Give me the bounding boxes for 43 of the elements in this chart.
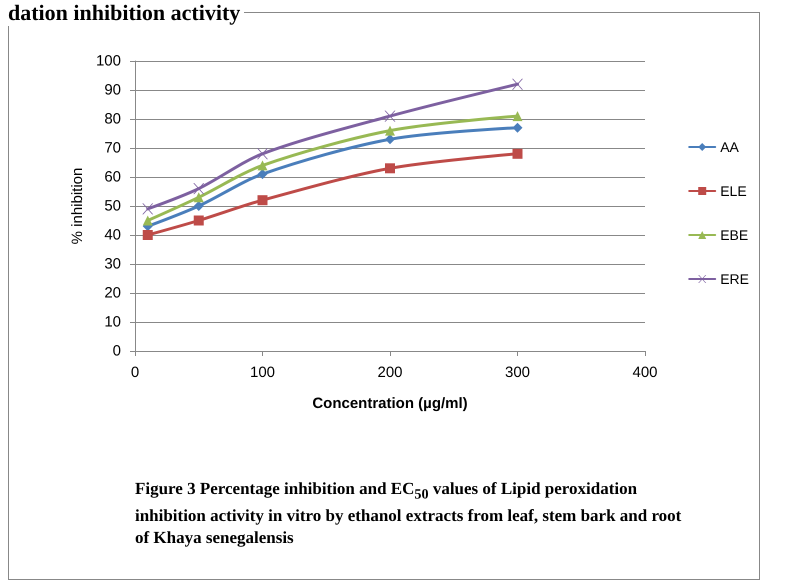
point (384, 110, 396, 122)
y-tick-label: 50 (104, 198, 121, 214)
y-tick-label: 70 (104, 140, 121, 156)
point (194, 216, 204, 226)
x-tick-label: 300 (504, 364, 530, 381)
x-tick-label: 200 (377, 364, 403, 381)
y-tick-label: 0 (112, 342, 121, 360)
point (512, 148, 522, 159)
point (258, 160, 268, 170)
caption: Figure 3 Percentage inhibition and EC$_{50}$ values of Lipid peroxidation inhibition activity in vitro by ethanol extracts from leaf, stem bark and root of Khaya senegalensis (135, 478, 682, 550)
legend-label: EBE (720, 227, 748, 243)
chart-title: dation inhibition activity (8, 0, 244, 26)
x-tick-label: 400 (632, 364, 658, 381)
point (385, 163, 395, 174)
y-tick-label: 90 (104, 82, 121, 98)
y-axis-title: % inhibition (69, 168, 86, 244)
point (512, 78, 523, 90)
point (142, 230, 153, 240)
legend-label: AA (720, 139, 740, 155)
point (258, 195, 268, 206)
y-tick-label: 100 (96, 52, 121, 70)
point (194, 192, 204, 202)
y-tick-label: 40 (104, 226, 121, 244)
x-tick-label: 0 (130, 364, 140, 381)
point (257, 148, 268, 160)
x-tick-label: 100 (250, 364, 276, 381)
point (258, 169, 268, 180)
point (512, 122, 522, 133)
y-tick-label: 10 (104, 314, 121, 330)
point (193, 183, 204, 194)
x-axis-title: Concentration (µg/ml) (312, 395, 468, 412)
point (194, 201, 204, 211)
legend-label: ERE (720, 271, 750, 287)
point (385, 126, 395, 136)
point (385, 134, 395, 144)
y-tick-label: 20 (104, 284, 121, 302)
legend-label: ELE (720, 183, 747, 199)
y-tick-label: 80 (104, 110, 121, 128)
point (142, 203, 154, 214)
point (142, 216, 153, 226)
y-tick-label: 30 (104, 256, 121, 272)
point (512, 111, 522, 122)
y-tick-label: 60 (104, 168, 121, 186)
